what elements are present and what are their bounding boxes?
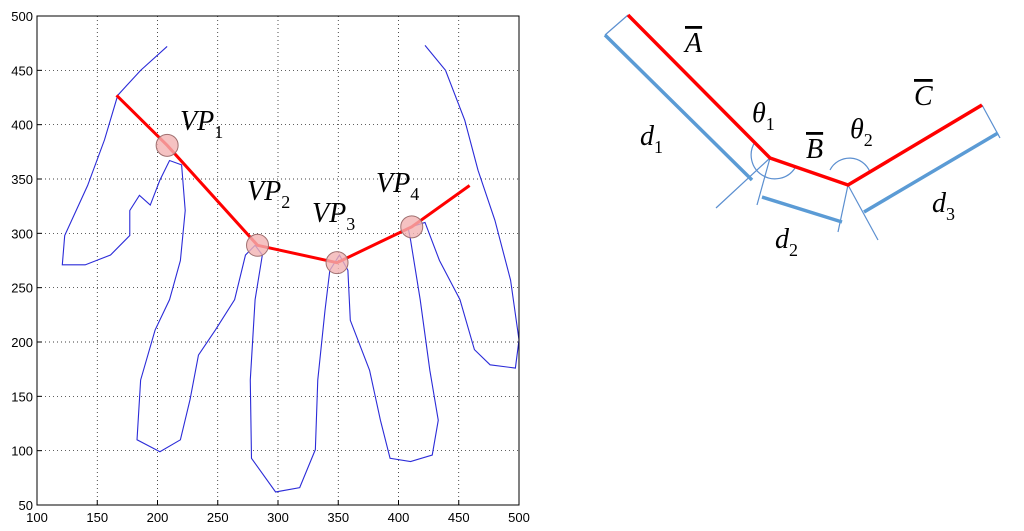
point xyxy=(246,233,270,257)
plot-frame xyxy=(36,15,520,506)
annotation-sub: 1 xyxy=(214,122,223,142)
x-tick-label: 450 xyxy=(448,510,470,525)
annotation-text: VP xyxy=(376,168,410,199)
d3-line xyxy=(863,131,999,214)
label: A xyxy=(683,28,703,59)
annotation-text: VP xyxy=(312,198,346,229)
annotation-sub: 4 xyxy=(410,184,419,204)
y-tick-label: 50 xyxy=(19,498,33,513)
point xyxy=(400,215,424,239)
point xyxy=(155,133,179,157)
d2-line xyxy=(761,195,843,224)
label: d2 xyxy=(775,224,798,260)
y-tick-label: 400 xyxy=(11,118,33,133)
edge xyxy=(837,184,849,233)
angle-arc xyxy=(829,157,871,173)
x-tick-label: 400 xyxy=(388,510,410,525)
y-tick-label: 350 xyxy=(11,172,33,187)
annotation-text: VP xyxy=(180,106,214,137)
edge xyxy=(847,184,879,241)
y-tick-label: 250 xyxy=(11,281,33,296)
y-tick-label: 150 xyxy=(11,389,33,404)
label: C xyxy=(914,81,933,112)
y-tick-label: 500 xyxy=(11,9,33,24)
y-tick-label: 300 xyxy=(11,226,33,241)
y-tick-label: 100 xyxy=(11,444,33,459)
annotation: VP1 xyxy=(180,106,223,142)
x-tick-label: 500 xyxy=(508,510,530,525)
segments xyxy=(626,13,983,187)
x-tick-label: 300 xyxy=(267,510,289,525)
edge xyxy=(604,14,629,36)
annotation-sub: 3 xyxy=(346,214,355,234)
contour xyxy=(61,44,520,493)
label: d1 xyxy=(640,121,663,157)
label: θ1 xyxy=(752,98,775,134)
diagram: A θ1 B θ2 C d1 d2 d3 xyxy=(603,13,1001,260)
edge xyxy=(715,157,771,209)
fit-line xyxy=(115,94,471,265)
x-tick-label: 100 xyxy=(26,510,48,525)
point xyxy=(325,251,349,275)
edge xyxy=(756,157,771,206)
annotation: VP2 xyxy=(247,176,290,212)
x-tick-label: 150 xyxy=(86,510,108,525)
plot: 100 150 200 250 300 350 400 450 5005010015020025… xyxy=(11,9,530,525)
angle-arc xyxy=(750,141,796,180)
x-tick-label: 250 xyxy=(207,510,229,525)
annotation: VP3 xyxy=(312,198,355,234)
annotation-sub: 2 xyxy=(281,192,290,212)
d1-line xyxy=(603,33,754,182)
label: θ2 xyxy=(850,114,873,150)
label: d3 xyxy=(932,188,955,224)
y-tick-label: 200 xyxy=(11,335,33,350)
x-tick-label: 200 xyxy=(147,510,169,525)
label: B xyxy=(806,134,823,165)
y-tick-label: 450 xyxy=(11,63,33,78)
annotation: VP4 xyxy=(376,168,419,204)
annotation-text: VP xyxy=(247,176,281,207)
x-tick-label: 350 xyxy=(327,510,349,525)
